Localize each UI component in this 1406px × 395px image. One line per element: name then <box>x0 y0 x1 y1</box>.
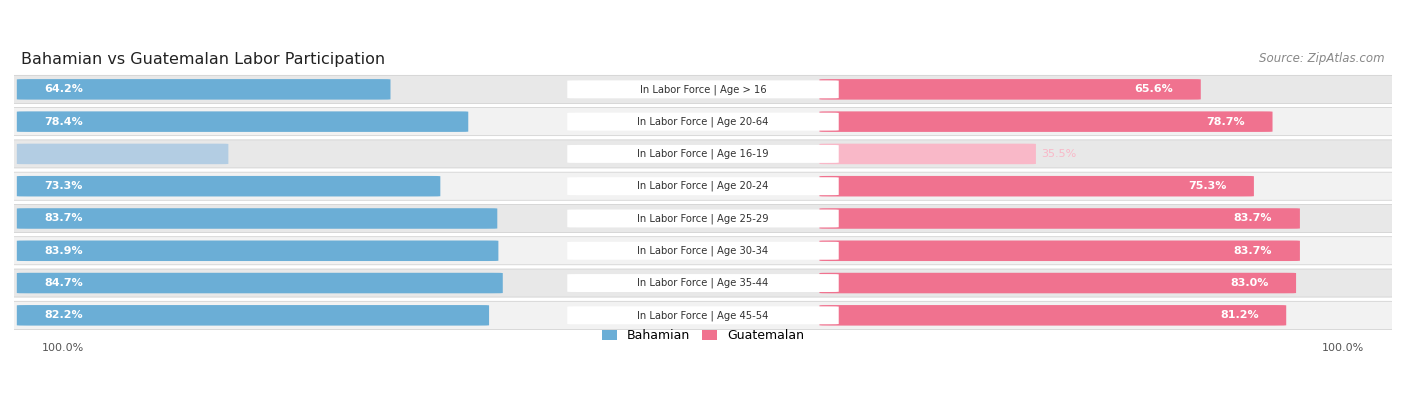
Text: In Labor Force | Age 25-29: In Labor Force | Age 25-29 <box>637 213 769 224</box>
Text: In Labor Force | Age 35-44: In Labor Force | Age 35-44 <box>637 278 769 288</box>
Text: 81.2%: 81.2% <box>1220 310 1258 320</box>
FancyBboxPatch shape <box>820 144 1036 164</box>
FancyBboxPatch shape <box>567 209 839 228</box>
FancyBboxPatch shape <box>820 241 1301 261</box>
FancyBboxPatch shape <box>567 274 839 292</box>
Text: 64.2%: 64.2% <box>45 85 83 94</box>
FancyBboxPatch shape <box>17 144 228 164</box>
Text: In Labor Force | Age 16-19: In Labor Force | Age 16-19 <box>637 149 769 159</box>
FancyBboxPatch shape <box>0 301 1406 329</box>
FancyBboxPatch shape <box>567 177 839 195</box>
Text: In Labor Force | Age > 16: In Labor Force | Age > 16 <box>640 84 766 95</box>
Text: 82.2%: 82.2% <box>45 310 83 320</box>
Text: Bahamian vs Guatemalan Labor Participation: Bahamian vs Guatemalan Labor Participati… <box>21 52 385 67</box>
Text: 35.5%: 35.5% <box>1042 149 1077 159</box>
FancyBboxPatch shape <box>567 81 839 98</box>
Text: 75.3%: 75.3% <box>1188 181 1226 191</box>
FancyBboxPatch shape <box>0 75 1406 103</box>
Text: In Labor Force | Age 20-64: In Labor Force | Age 20-64 <box>637 117 769 127</box>
Text: In Labor Force | Age 20-24: In Labor Force | Age 20-24 <box>637 181 769 192</box>
FancyBboxPatch shape <box>17 79 391 100</box>
Text: 83.0%: 83.0% <box>1230 278 1268 288</box>
Text: 34.6%: 34.6% <box>166 149 201 159</box>
Text: Source: ZipAtlas.com: Source: ZipAtlas.com <box>1260 52 1385 65</box>
FancyBboxPatch shape <box>820 176 1254 196</box>
Text: In Labor Force | Age 45-54: In Labor Force | Age 45-54 <box>637 310 769 321</box>
Text: 83.7%: 83.7% <box>45 213 83 224</box>
Legend: Bahamian, Guatemalan: Bahamian, Guatemalan <box>596 324 810 347</box>
FancyBboxPatch shape <box>820 305 1286 325</box>
Text: 73.3%: 73.3% <box>45 181 83 191</box>
FancyBboxPatch shape <box>17 273 503 293</box>
FancyBboxPatch shape <box>820 273 1296 293</box>
FancyBboxPatch shape <box>820 208 1301 229</box>
FancyBboxPatch shape <box>17 241 498 261</box>
Text: 78.4%: 78.4% <box>45 117 83 127</box>
FancyBboxPatch shape <box>567 242 839 260</box>
FancyBboxPatch shape <box>567 113 839 131</box>
Text: 83.9%: 83.9% <box>45 246 83 256</box>
FancyBboxPatch shape <box>0 205 1406 233</box>
Text: 100.0%: 100.0% <box>1322 343 1364 353</box>
FancyBboxPatch shape <box>0 172 1406 200</box>
FancyBboxPatch shape <box>17 305 489 325</box>
FancyBboxPatch shape <box>0 237 1406 265</box>
FancyBboxPatch shape <box>17 208 498 229</box>
FancyBboxPatch shape <box>567 307 839 324</box>
FancyBboxPatch shape <box>17 111 468 132</box>
FancyBboxPatch shape <box>820 111 1272 132</box>
FancyBboxPatch shape <box>0 269 1406 297</box>
Text: 65.6%: 65.6% <box>1135 85 1173 94</box>
Text: In Labor Force | Age 30-34: In Labor Force | Age 30-34 <box>637 246 769 256</box>
FancyBboxPatch shape <box>17 176 440 196</box>
Text: 100.0%: 100.0% <box>42 343 84 353</box>
FancyBboxPatch shape <box>567 145 839 163</box>
FancyBboxPatch shape <box>820 79 1201 100</box>
Text: 78.7%: 78.7% <box>1206 117 1244 127</box>
FancyBboxPatch shape <box>0 107 1406 136</box>
Text: 83.7%: 83.7% <box>1234 213 1272 224</box>
Text: 83.7%: 83.7% <box>1234 246 1272 256</box>
FancyBboxPatch shape <box>0 140 1406 168</box>
Text: 84.7%: 84.7% <box>45 278 83 288</box>
